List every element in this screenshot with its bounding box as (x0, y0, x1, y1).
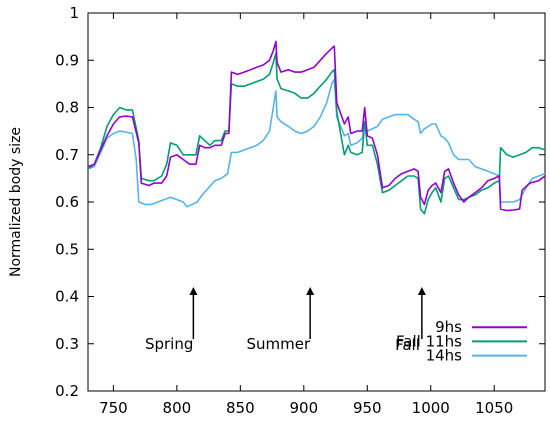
y-tick-label: 0.7 (55, 146, 79, 164)
y-tick-label: 0.3 (55, 335, 79, 353)
x-tick-label: 900 (289, 399, 318, 417)
x-tick-label: 750 (99, 399, 128, 417)
annotation-label: Spring (145, 335, 193, 353)
y-tick-label: 0.6 (55, 193, 79, 211)
annotation-arrow-head (189, 287, 198, 296)
y-tick-label: 0.8 (55, 99, 79, 117)
y-tick-label: 0.9 (55, 51, 79, 69)
annotation-arrow-head (417, 287, 426, 296)
y-axis-title: Normalized body size (8, 127, 24, 277)
annotation-label: Fall (395, 336, 420, 354)
legend-label: 14hs (426, 347, 463, 365)
x-tick-label: 950 (353, 399, 382, 417)
y-tick-label: 0.5 (55, 240, 79, 258)
annotation-label: Summer (246, 335, 310, 353)
annotation-arrow-head (306, 287, 315, 296)
y-tick-label: 0.4 (55, 288, 79, 306)
x-tick-label: 800 (163, 399, 192, 417)
legend-label: Fall 11hs (396, 332, 462, 350)
series-line-3 (88, 78, 545, 208)
series-line-1 (88, 40, 545, 212)
x-tick-label: 850 (226, 399, 255, 417)
y-tick-label: 1 (69, 4, 79, 22)
y-tick-label: 0.2 (55, 382, 79, 400)
series-line-2 (88, 52, 545, 215)
x-tick-label: 1050 (475, 399, 513, 417)
x-tick-label: 1000 (412, 399, 450, 417)
legend-label: 9hs (435, 318, 462, 336)
